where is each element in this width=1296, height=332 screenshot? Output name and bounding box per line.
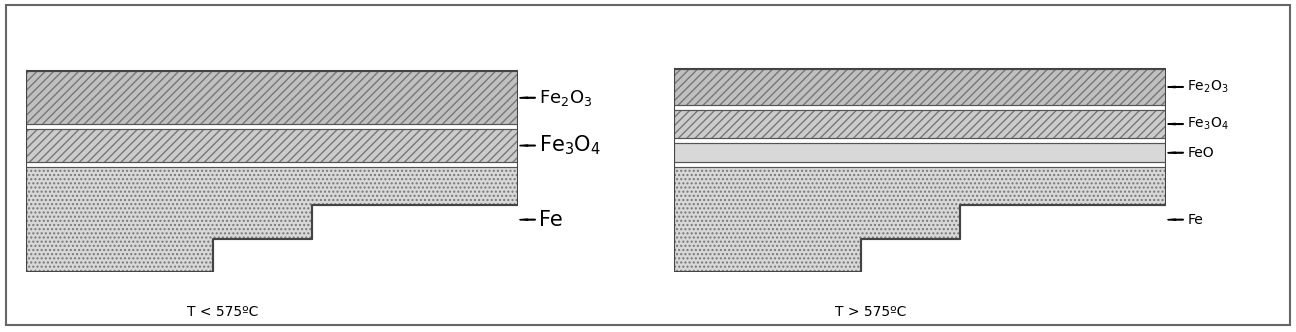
Text: Fe$_3$O$_4$: Fe$_3$O$_4$ <box>1187 116 1229 132</box>
Bar <box>26 71 518 124</box>
Bar <box>674 143 1166 162</box>
Bar <box>674 110 1166 138</box>
Polygon shape <box>674 167 1166 272</box>
Text: FeO: FeO <box>1187 146 1214 160</box>
Text: Fe$_2$O$_3$: Fe$_2$O$_3$ <box>539 88 592 108</box>
Polygon shape <box>26 167 518 272</box>
Text: T < 575ºC: T < 575ºC <box>187 305 259 319</box>
Bar <box>26 129 518 162</box>
Text: Fe$_2$O$_3$: Fe$_2$O$_3$ <box>1187 79 1229 95</box>
Text: Fe: Fe <box>1187 213 1203 227</box>
Text: Fe$_3$O$_4$: Fe$_3$O$_4$ <box>539 134 601 157</box>
Bar <box>674 69 1166 105</box>
Text: Fe: Fe <box>539 209 562 230</box>
Text: T > 575ºC: T > 575ºC <box>835 305 907 319</box>
